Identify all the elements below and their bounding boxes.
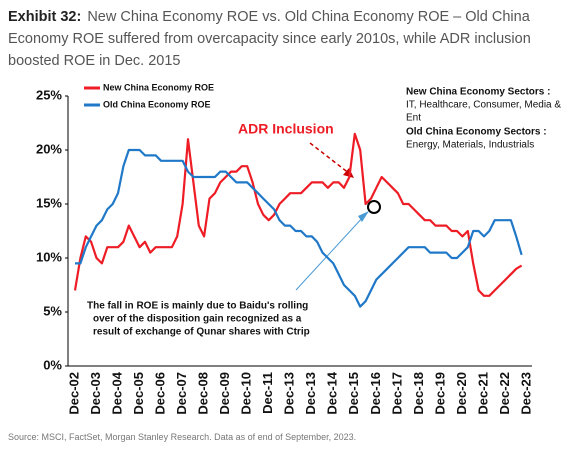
legend-label: New China Economy ROE [103,82,214,92]
sector-list: Energy, Materials, Industrials [406,140,534,151]
chart-title: New China Economy ROE vs. Old China Econ… [8,9,531,69]
series-line [75,148,523,308]
x-tick-label: Dec-16 [368,372,383,415]
x-tick-label: Dec-02 [66,372,81,415]
x-tick-label: Dec-13 [282,372,297,415]
y-tick-label: 25% [36,87,62,102]
note-line: over of the disposition gain recognized … [93,314,302,325]
series-line [73,132,523,297]
sector-heading: Old China Economy Sectors : [406,127,547,138]
adr-arrowhead [343,168,354,178]
x-tick-label: Dec-10 [239,372,254,415]
x-tick-label: Dec-13 [303,372,318,415]
y-tick-label: 15% [36,195,62,210]
note-arrowhead [358,211,369,222]
note-line: The fall in ROE is mainly due to Baidu's… [87,301,308,312]
x-tick-label: Dec-23 [518,372,533,415]
x-tick-label: Dec-15 [346,372,361,415]
y-tick-label: 20% [36,141,62,156]
source: Source: MSCI, FactSet, Morgan Stanley Re… [8,432,357,442]
adr-annotation: ADR Inclusion [238,121,334,137]
x-tick-label: Dec-08 [196,372,211,415]
note-line: result of exchange of Qunar shares with … [93,327,310,338]
x-tick-label: Dec-06 [153,372,168,415]
x-tick-label: Dec-11 [260,372,275,414]
x-tick-label: Dec-05 [131,372,146,415]
x-tick-label: Dec-19 [432,372,447,415]
highlight-circle [367,200,381,214]
legend-label: Old China Economy ROE [103,99,211,109]
x-tick-label: Dec-03 [88,372,103,415]
x-tick-label: Dec-09 [217,372,232,415]
sector-list: Ent [406,113,421,124]
x-tick-label: Dec-07 [174,372,189,415]
y-tick-label: 5% [43,303,62,318]
x-tick-label: Dec-22 [497,372,512,415]
sector-list: IT, Healthcare, Consumer, Media & [406,100,561,111]
x-tick-label: Dec-04 [109,371,124,414]
x-tick-label: Dec-14 [325,371,340,414]
x-tick-label: Dec-20 [454,372,469,415]
sector-heading: New China Economy Sectors : [406,87,550,98]
x-tick-label: Dec-21 [475,372,490,415]
x-tick-label: Dec-18 [411,372,426,415]
adr-arrow [309,142,351,175]
title-block: Exhibit 32: New China Economy ROE vs. Old… [8,6,568,72]
y-tick-label: 10% [36,249,62,264]
y-tick-label: 0% [43,357,62,372]
note-arrow [295,215,365,291]
exhibit: Exhibit 32: [8,9,82,25]
x-tick-label: Dec-17 [389,372,404,415]
